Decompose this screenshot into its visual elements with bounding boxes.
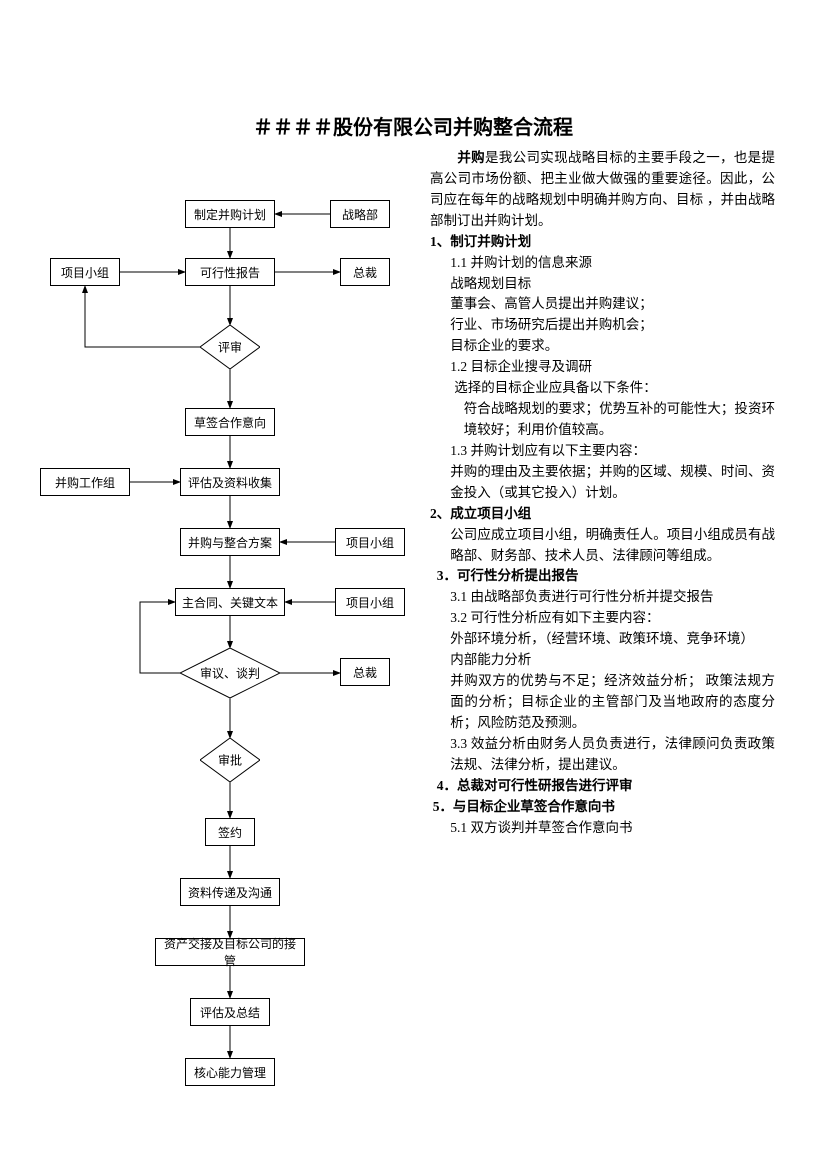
s3-2: 3.2 可行性分析应有如下主要内容：	[430, 608, 775, 629]
s3-2a: 外部环境分析，（经营环境、政策环境、竞争环境）	[430, 629, 775, 650]
flow-node-n_strategy: 战略部	[330, 200, 390, 228]
s1-1a: 战略规划目标	[430, 274, 775, 295]
intro-paragraph: 并购是我公司实现战略目标的主要手段之一，也是提高公司市场份额、把主业做大做强的重…	[430, 148, 775, 232]
flow-node-n_asset: 资产交接及目标公司的接管	[155, 938, 305, 966]
intro-lead: 并购	[457, 150, 485, 165]
flow-node-n_summary: 评估及总结	[190, 998, 270, 1026]
section-4-heading: 4．总裁对可行性研报告进行评审	[430, 776, 775, 797]
flow-node-n_scheme: 并购与整合方案	[180, 528, 280, 556]
flow-node-n_ceo1: 总裁	[340, 258, 390, 286]
s1-1b: 董事会、高管人员提出并购建议；	[430, 294, 775, 315]
flow-edge	[85, 286, 200, 347]
flow-node-n_team2: 项目小组	[335, 528, 405, 556]
s1-3: 1.3 并购计划应有以下主要内容：	[430, 441, 775, 462]
s5-1: 5.1 双方谈判并草签合作意向书	[430, 818, 775, 839]
flow-diamond-d_review1: 评审	[200, 325, 260, 369]
s1-3a: 并购的理由及主要依据；并购的区域、规模、时间、资金投入（或其它投入）计划。	[430, 462, 775, 504]
flow-node-n_feas: 可行性报告	[185, 258, 275, 286]
flow-node-n_ceo2: 总裁	[340, 658, 390, 686]
s3-3: 3.3 效益分析由财务人员负责进行，法律顾问负责政策法规、法律分析，提出建议。	[430, 734, 775, 776]
flow-node-n_comm: 资料传递及沟通	[180, 878, 280, 906]
flow-node-n_plan: 制定并购计划	[185, 200, 275, 228]
flow-node-n_core: 核心能力管理	[185, 1058, 275, 1086]
flow-diamond-label: 审批	[218, 752, 242, 769]
page-title: ＃＃＃＃股份有限公司并购整合流程	[0, 111, 826, 140]
s3-1: 3.1 由战略部负责进行可行性分析并提交报告	[430, 587, 775, 608]
flow-node-n_draft: 草签合作意向	[185, 408, 275, 436]
flow-node-n_eval: 评估及资料收集	[180, 468, 280, 496]
flow-node-n_contract: 主合同、关键文本	[175, 588, 285, 616]
s1-2: 1.2 目标企业搜寻及调研	[430, 357, 775, 378]
s1-1: 1.1 并购计划的信息来源	[430, 253, 775, 274]
s1-1d: 目标企业的要求。	[430, 336, 775, 357]
flow-edge	[140, 602, 180, 673]
s1-2a: 选择的目标企业应具备以下条件：	[430, 378, 775, 399]
section-2-heading: 2、成立项目小组	[430, 504, 775, 525]
flow-diamond-d_nego: 审议、谈判	[180, 648, 280, 698]
section-1-heading: 1、制订并购计划	[430, 232, 775, 253]
s3-2b: 内部能力分析	[430, 650, 775, 671]
flow-diamond-label: 审议、谈判	[200, 665, 260, 682]
flow-node-n_team3: 项目小组	[335, 588, 405, 616]
flow-node-n_team: 项目小组	[50, 258, 120, 286]
section-3-heading: 3．可行性分析提出报告	[430, 566, 775, 587]
s2-a: 公司应成立项目小组，明确责任人。项目小组成员有战略部、财务部、技术人员、法律顾问…	[430, 525, 775, 567]
flow-diamond-d_approve: 审批	[200, 738, 260, 782]
s1-2b: 符合战略规划的要求；优势互补的可能性大；投资环境较好；利用价值较高。	[430, 399, 775, 441]
content-column: 并购是我公司实现战略目标的主要手段之一，也是提高公司市场份额、把主业做大做强的重…	[430, 148, 775, 838]
s3-2c: 并购双方的优势与不足；经济效益分析； 政策法规方面的分析；目标企业的主管部门及当…	[430, 671, 775, 734]
flow-diamond-label: 评审	[218, 339, 242, 356]
section-5-heading: 5．与目标企业草签合作意向书	[430, 797, 775, 818]
flow-node-n_sign: 签约	[205, 818, 255, 846]
flow-node-n_wg: 并购工作组	[40, 468, 130, 496]
flowchart: 制定并购计划战略部项目小组可行性报告总裁评审草签合作意向并购工作组评估及资料收集…	[40, 190, 420, 1130]
s1-1c: 行业、市场研究后提出并购机会；	[430, 315, 775, 336]
